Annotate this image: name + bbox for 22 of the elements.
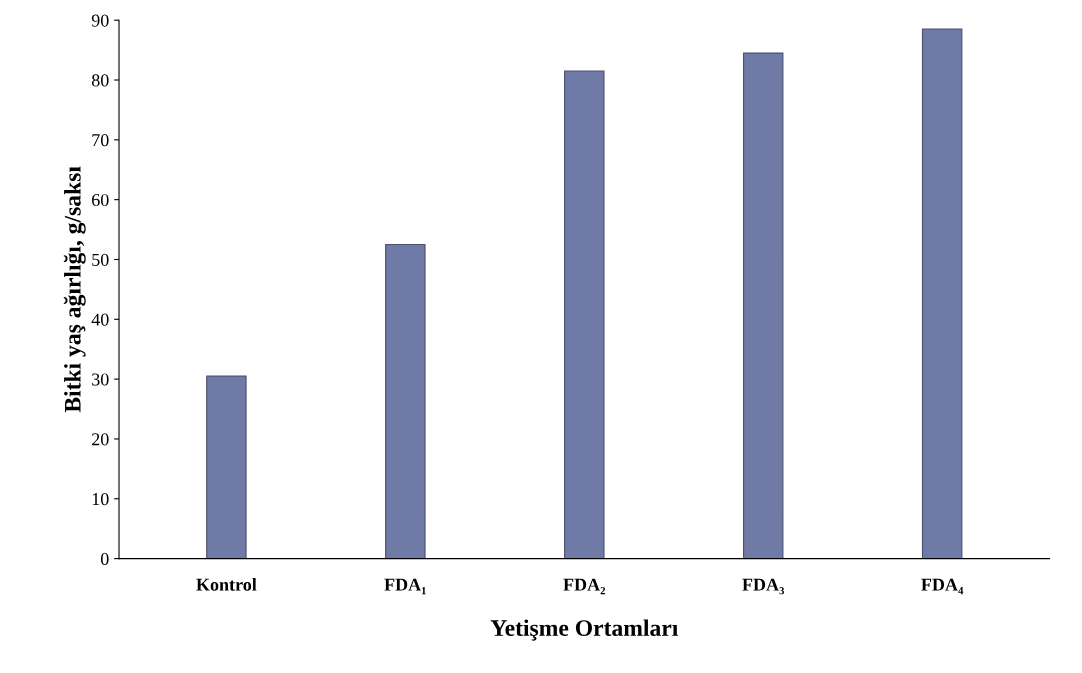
y-tick-label: 30 [92, 373, 109, 386]
y-tick-label: 90 [91, 14, 109, 27]
bar [206, 375, 247, 559]
bar [385, 243, 426, 559]
bar [742, 52, 784, 559]
x-tick-label: FDA₃ [742, 578, 785, 595]
y-tick-label: 60 [92, 193, 109, 207]
y-tick-label: 20 [92, 433, 109, 446]
bar [921, 28, 963, 559]
y-tick-label: 50 [92, 253, 109, 266]
x-tick-label: Kontrol [196, 578, 257, 591]
y-tick-label: 40 [91, 313, 109, 326]
y-tick-label: 10 [92, 493, 109, 506]
y-tick-label: 0 [100, 552, 109, 566]
y-axis-title: Bitki yaş ağırlığı, g/saksı [63, 166, 86, 413]
bar [564, 70, 605, 559]
x-tick-label: FDA₂ [563, 578, 606, 595]
x-tick-label: FDA₁ [384, 578, 426, 595]
x-axis-title: Yetişme Ortamları [490, 619, 679, 641]
y-tick-label: 70 [92, 134, 109, 147]
y-tick-label: 80 [91, 74, 109, 87]
x-tick-label: FDA₄ [921, 578, 964, 595]
